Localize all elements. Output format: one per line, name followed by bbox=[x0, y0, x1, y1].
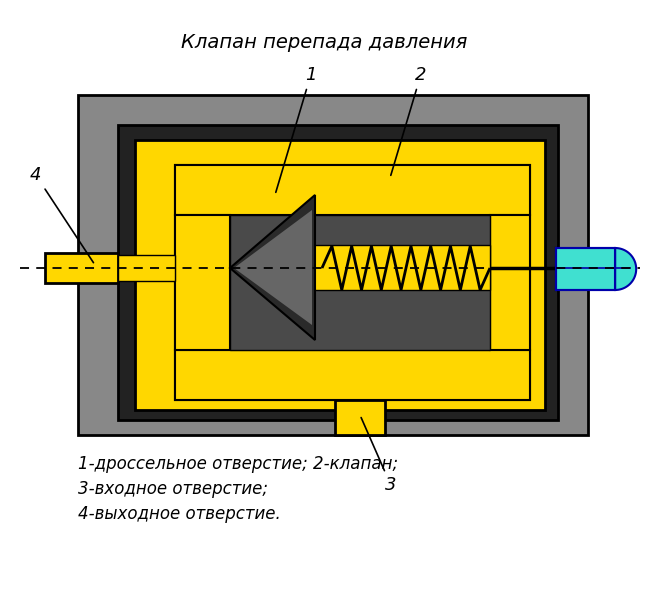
Bar bbox=[230, 215, 490, 350]
Bar bbox=[78, 95, 588, 435]
Bar bbox=[45, 253, 118, 283]
Polygon shape bbox=[615, 248, 636, 290]
Bar bbox=[175, 165, 530, 215]
Bar bbox=[175, 350, 530, 400]
Bar bbox=[118, 125, 558, 420]
Bar bbox=[556, 248, 615, 290]
Bar bbox=[310, 245, 490, 290]
Bar bbox=[175, 215, 230, 350]
Text: 1: 1 bbox=[276, 66, 317, 193]
Bar bbox=[118, 255, 175, 281]
Text: 2: 2 bbox=[391, 66, 426, 175]
Text: 3: 3 bbox=[361, 418, 397, 494]
Text: 1-дроссельное отверстие; 2-клапан;
3-входное отверстие;
4-выходное отверстие.: 1-дроссельное отверстие; 2-клапан; 3-вхо… bbox=[78, 455, 398, 523]
Text: Клапан перепада давления: Клапан перепада давления bbox=[181, 32, 467, 52]
Text: 4: 4 bbox=[30, 166, 93, 263]
Bar bbox=[135, 140, 545, 410]
Polygon shape bbox=[234, 210, 312, 325]
Bar bbox=[175, 165, 530, 400]
Polygon shape bbox=[230, 195, 315, 340]
Bar bbox=[335, 400, 385, 435]
Bar bbox=[490, 215, 530, 350]
